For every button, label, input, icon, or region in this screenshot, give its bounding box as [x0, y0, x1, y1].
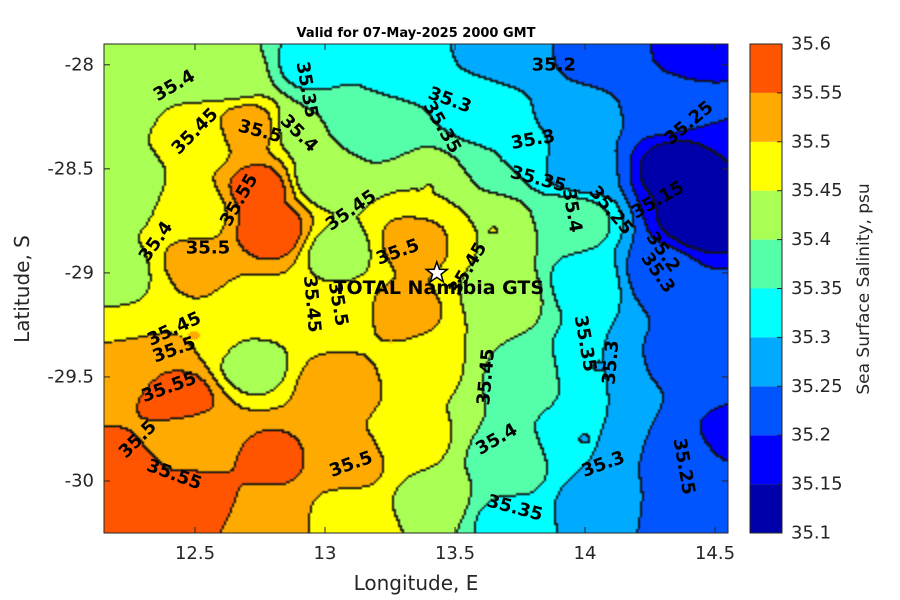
colorbar-tick-label: 35.55: [791, 82, 843, 103]
station-label: TOTAL Namibia GTS: [334, 277, 545, 299]
station-marker-group: TOTAL Namibia GTS: [334, 259, 545, 299]
contour-label: 35.2: [532, 54, 576, 75]
colorbar-tick-label: 35.35: [791, 278, 843, 299]
colorbar-tick-label: 35.2: [791, 425, 831, 446]
x-tick-label: 14: [574, 543, 597, 564]
y-tick-label: -28.5: [47, 158, 94, 179]
colorbar-tick-label: 35.45: [791, 180, 843, 201]
chart-title: Valid for 07-May-2025 2000 GMT: [297, 26, 536, 41]
x-axis: 12.5 13 13.5 14 14.5: [175, 44, 735, 564]
colorbar-segment: [750, 92, 782, 142]
y-tick-label: -29.5: [47, 366, 94, 387]
x-tick-label: 13.5: [435, 543, 475, 564]
x-tick-label: 13: [314, 543, 337, 564]
colorbar-tick-label: 35.3: [791, 327, 831, 348]
x-tick-label: 12.5: [175, 543, 215, 564]
colorbar-tick-label: 35.1: [791, 523, 831, 544]
colorbar-segment: [750, 337, 782, 387]
colorbar-tick-label: 35.5: [791, 131, 831, 152]
colorbar-segment: [750, 239, 782, 289]
y-tick-label: -30: [65, 470, 94, 491]
colorbar-segment: [750, 386, 782, 436]
colorbar-tick-label: 35.6: [791, 34, 831, 55]
colorbar-tick-label: 35.25: [791, 376, 843, 397]
colorbar-tick-label: 35.15: [791, 474, 843, 495]
y-axis: -28 -28.5 -29 -29.5 -30: [47, 54, 728, 491]
plot-frame: [103, 43, 729, 534]
contour-label: 35.3: [599, 339, 624, 385]
contour-label: 35.45: [299, 275, 325, 334]
colorbar-segment: [750, 44, 782, 93]
colorbar: 35.6 35.55 35.5 35.45 35.4 35.35 35.3 35.25 35.2…: [749, 34, 843, 544]
colorbar-tick-label: 35.4: [791, 229, 831, 250]
x-axis-label: Longitude, E: [354, 571, 479, 595]
contour-label: 35.5: [186, 237, 230, 258]
colorbar-segment: [750, 484, 782, 533]
station-star-icon: [424, 259, 450, 284]
colorbar-segment: [750, 141, 782, 191]
y-axis-label: Latitude, S: [10, 235, 34, 343]
x-tick-label: 14.5: [695, 543, 735, 564]
y-tick-label: -28: [65, 54, 94, 75]
colorbar-segment: [750, 288, 782, 338]
contour-label: 35.45: [473, 348, 499, 407]
y-tick-label: -29: [65, 262, 94, 283]
colorbar-segment: [750, 435, 782, 485]
salinity-field: [104, 44, 728, 533]
colorbar-label: Sea Surface Salinity, psu: [854, 183, 874, 394]
colorbar-segment: [750, 190, 782, 240]
